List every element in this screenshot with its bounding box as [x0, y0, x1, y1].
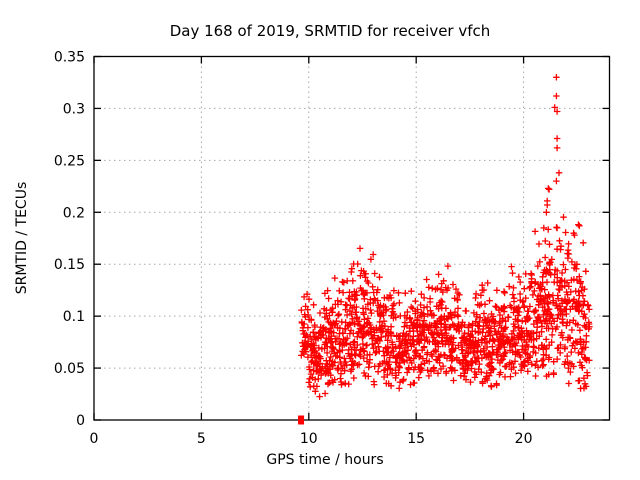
chart-title: Day 168 of 2019, SRMTID for receiver vfc…	[170, 22, 491, 40]
y-tick-label: 0.2	[63, 205, 85, 221]
x-tick-labels: 0 5 10 15 20	[90, 431, 533, 447]
y-tick-label: 0.1	[63, 309, 85, 325]
gridlines	[94, 56, 610, 420]
x-axis-title: GPS time / hours	[266, 452, 383, 468]
y-tick-label: 0	[76, 413, 85, 429]
plot-border	[93, 55, 611, 421]
zero-point-marker	[298, 415, 305, 425]
x-tick-label: 15	[407, 431, 425, 447]
x-tick-label: 0	[90, 431, 99, 447]
y-tick-labels: 0 0.05 0.1 0.15 0.2 0.25 0.3 0.35	[54, 50, 85, 430]
y-tick-label: 0.15	[54, 257, 85, 273]
y-tick-label: 0.35	[54, 50, 85, 66]
y-axis-title: SRMTID / TECUs	[14, 182, 30, 295]
data-points-layer	[298, 74, 593, 425]
x-tick-label: 5	[197, 431, 206, 447]
y-tick-label: 0.05	[54, 361, 85, 377]
scatter-points	[298, 74, 593, 400]
x-tick-label: 10	[300, 431, 318, 447]
y-tick-label: 0.3	[63, 101, 85, 117]
axis-tick-marks	[93, 55, 610, 421]
y-tick-label: 0.25	[54, 153, 85, 169]
x-tick-label: 20	[515, 431, 533, 447]
